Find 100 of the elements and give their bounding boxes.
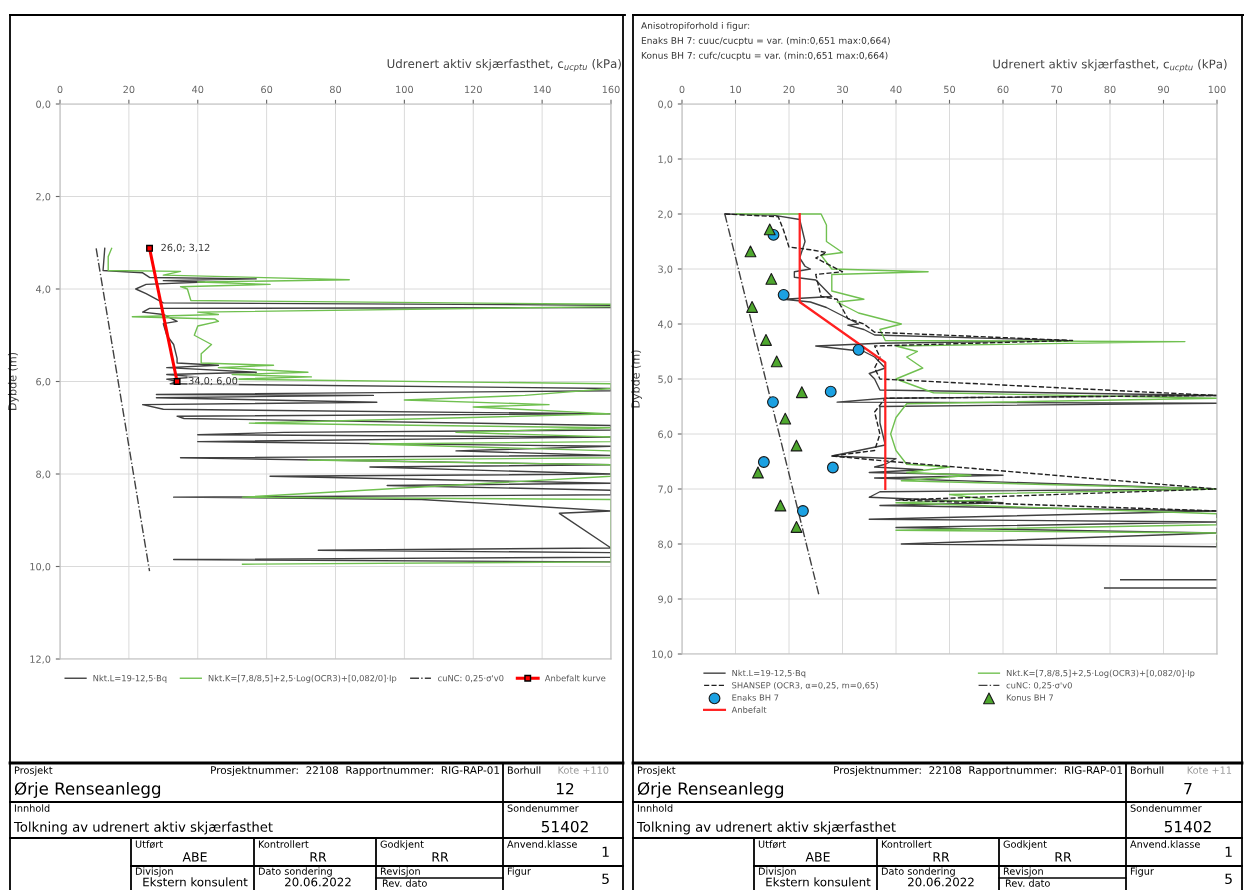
legend-label: Nkt.K=[7,8/8,5]+2,5·Log(OCR3)+[0,082/0]·Ip [1006,669,1195,678]
legend-label: cuNC: 0,25·σ'v0 [1006,682,1072,690]
text: Innhold [14,804,50,812]
y-tick-label: 7,0 [658,485,673,494]
y-tick-label: 0,0 [658,100,673,109]
text: 51402 [1164,820,1211,833]
y-axis-title: Dybde (m) [7,352,19,410]
legend-label: Konus BH 7 [1006,694,1053,701]
text: Dato sondering [881,867,955,877]
text: Sondenummer [1130,804,1202,812]
x-tick-label: 120 [465,85,482,94]
x-tick-label: 80 [1104,85,1116,94]
text: Prosjekt [14,766,53,776]
text: Prosjekt [637,766,676,776]
text: 12 [556,782,574,795]
text: Ørje Renseanlegg [14,781,161,799]
x-tick-label: 30 [837,85,849,94]
text: Utført [135,840,163,849]
legend-label: Nkt.K=[7,8/8,5]+2,5·Log(OCR3)+[0,082/0]·Ip [208,674,397,683]
y-tick-label: 1,0 [658,155,673,164]
x-tick-label: 160 [602,85,620,94]
y-tick-label: 4,0 [657,320,673,329]
x-tick-label: 10 [730,85,742,94]
y-tick-label: 4,0 [35,285,51,294]
text: Sondenummer [507,804,579,812]
text: 20.06.2022 [908,877,974,887]
y-tick-label: 6,0 [36,377,51,387]
text: Rev. dato [382,879,427,887]
text: Ekstern konsulent [143,877,248,887]
y-tick-label: 12,0 [30,655,51,664]
text: Tolkning av udrenert aktiv skjærfasthet [636,821,896,835]
text: 5 [602,873,609,885]
legend-label: Nkt.L=19-12,5·Bq [732,669,806,678]
text: Divisjon [758,867,796,877]
y-tick-label: 2,0 [658,210,673,219]
text: Anisotropiforhold i figur: Enaks BH 7: cuuc/cucptu = var. (min:0,651 max:0,664) Konus BH 7: cufc/cucptu = var. (min:0,651 max:0,664) [641,22,890,61]
annotation: 26,0; 3,12 [161,243,210,253]
text: 20.06.2022 [285,877,351,887]
x-axis-title: Udrenert aktiv skjærfasthet, c$_{ucptu}$ (kPa) [387,58,621,72]
text: Utført [758,840,786,849]
text: RR [310,852,327,862]
y-tick-label: 10,0 [652,650,673,659]
text: Kontrollert [258,840,309,848]
text: Ørje Renseanlegg [637,781,784,799]
x-tick-label: 60 [261,85,273,94]
x-axis-title: Udrenert aktiv skjærfasthet, c$_{ucptu}$ (kPa) [993,59,1227,72]
text: ABE [805,852,830,862]
text: Kote +110 [558,766,609,774]
annotation: 34,0; 6,00 [188,376,238,386]
x-tick-label: 20 [783,85,795,94]
text: 1 [602,846,609,857]
text: Anvend.klasse [507,840,577,848]
x-tick-label: 80 [329,85,342,94]
text: Innhold [637,804,673,812]
y-tick-label: 0,0 [36,100,51,109]
text: RR [1055,852,1072,862]
text: Figur [1130,867,1154,877]
text: 51402 [541,820,588,833]
y-tick-label: 6,0 [658,430,673,439]
x-tick-label: 50 [944,85,956,94]
x-tick-label: 140 [533,85,551,94]
x-tick-label: 100 [396,85,414,94]
legend-label: Anbefalt kurve [544,674,606,682]
legend-label: Nkt.L=19-12,5·Bq [93,674,167,683]
text: Prosjektnummer: 22108 Rapportnummer: RIG-RAP-01 [834,765,1123,777]
text: Rev. dato [1005,879,1050,887]
y-tick-label: 8,0 [36,470,51,479]
text: 7 [1184,783,1192,795]
y-tick-label: 5,0 [658,375,673,384]
x-tick-label: 40 [192,85,204,94]
x-tick-label: 0 [57,85,63,94]
y-tick-label: 3,0 [658,265,673,274]
text: Godkjent [380,840,424,850]
text: Revisjon [380,867,420,877]
legend-label: Enaks BH 7 [732,694,779,701]
text: Borhull [507,766,541,774]
legend-label: SHANSEP (OCR3, α=0,25, m=0,65) [732,681,878,690]
text: Tolkning av udrenert aktiv skjærfasthet [13,821,273,835]
text: Kote +11 [1187,766,1232,774]
text: RR [432,852,449,862]
y-axis-title: Dybde (m) [631,350,642,408]
text: Revisjon [1003,867,1043,877]
text: RR [933,852,950,862]
x-tick-label: 90 [1157,85,1170,94]
text: Borhull [1130,766,1164,774]
x-tick-label: 100 [1208,85,1226,94]
x-tick-label: 40 [890,85,902,94]
y-tick-label: 2,0 [36,192,51,202]
text: Godkjent [1003,840,1047,850]
x-tick-label: 0 [679,85,685,94]
text: Prosjektnummer: 22108 Rapportnummer: RIG-RAP-01 [211,765,500,777]
text: Dato sondering [258,867,332,877]
text: ABE [182,852,207,862]
y-tick-label: 8,0 [658,540,673,549]
legend-label: Anbefalt [731,706,767,713]
text: Divisjon [135,867,173,877]
x-tick-label: 70 [1051,85,1063,94]
text: Anvend.klasse [1130,840,1200,848]
x-tick-label: 20 [123,85,135,94]
text: 5 [1225,873,1232,885]
